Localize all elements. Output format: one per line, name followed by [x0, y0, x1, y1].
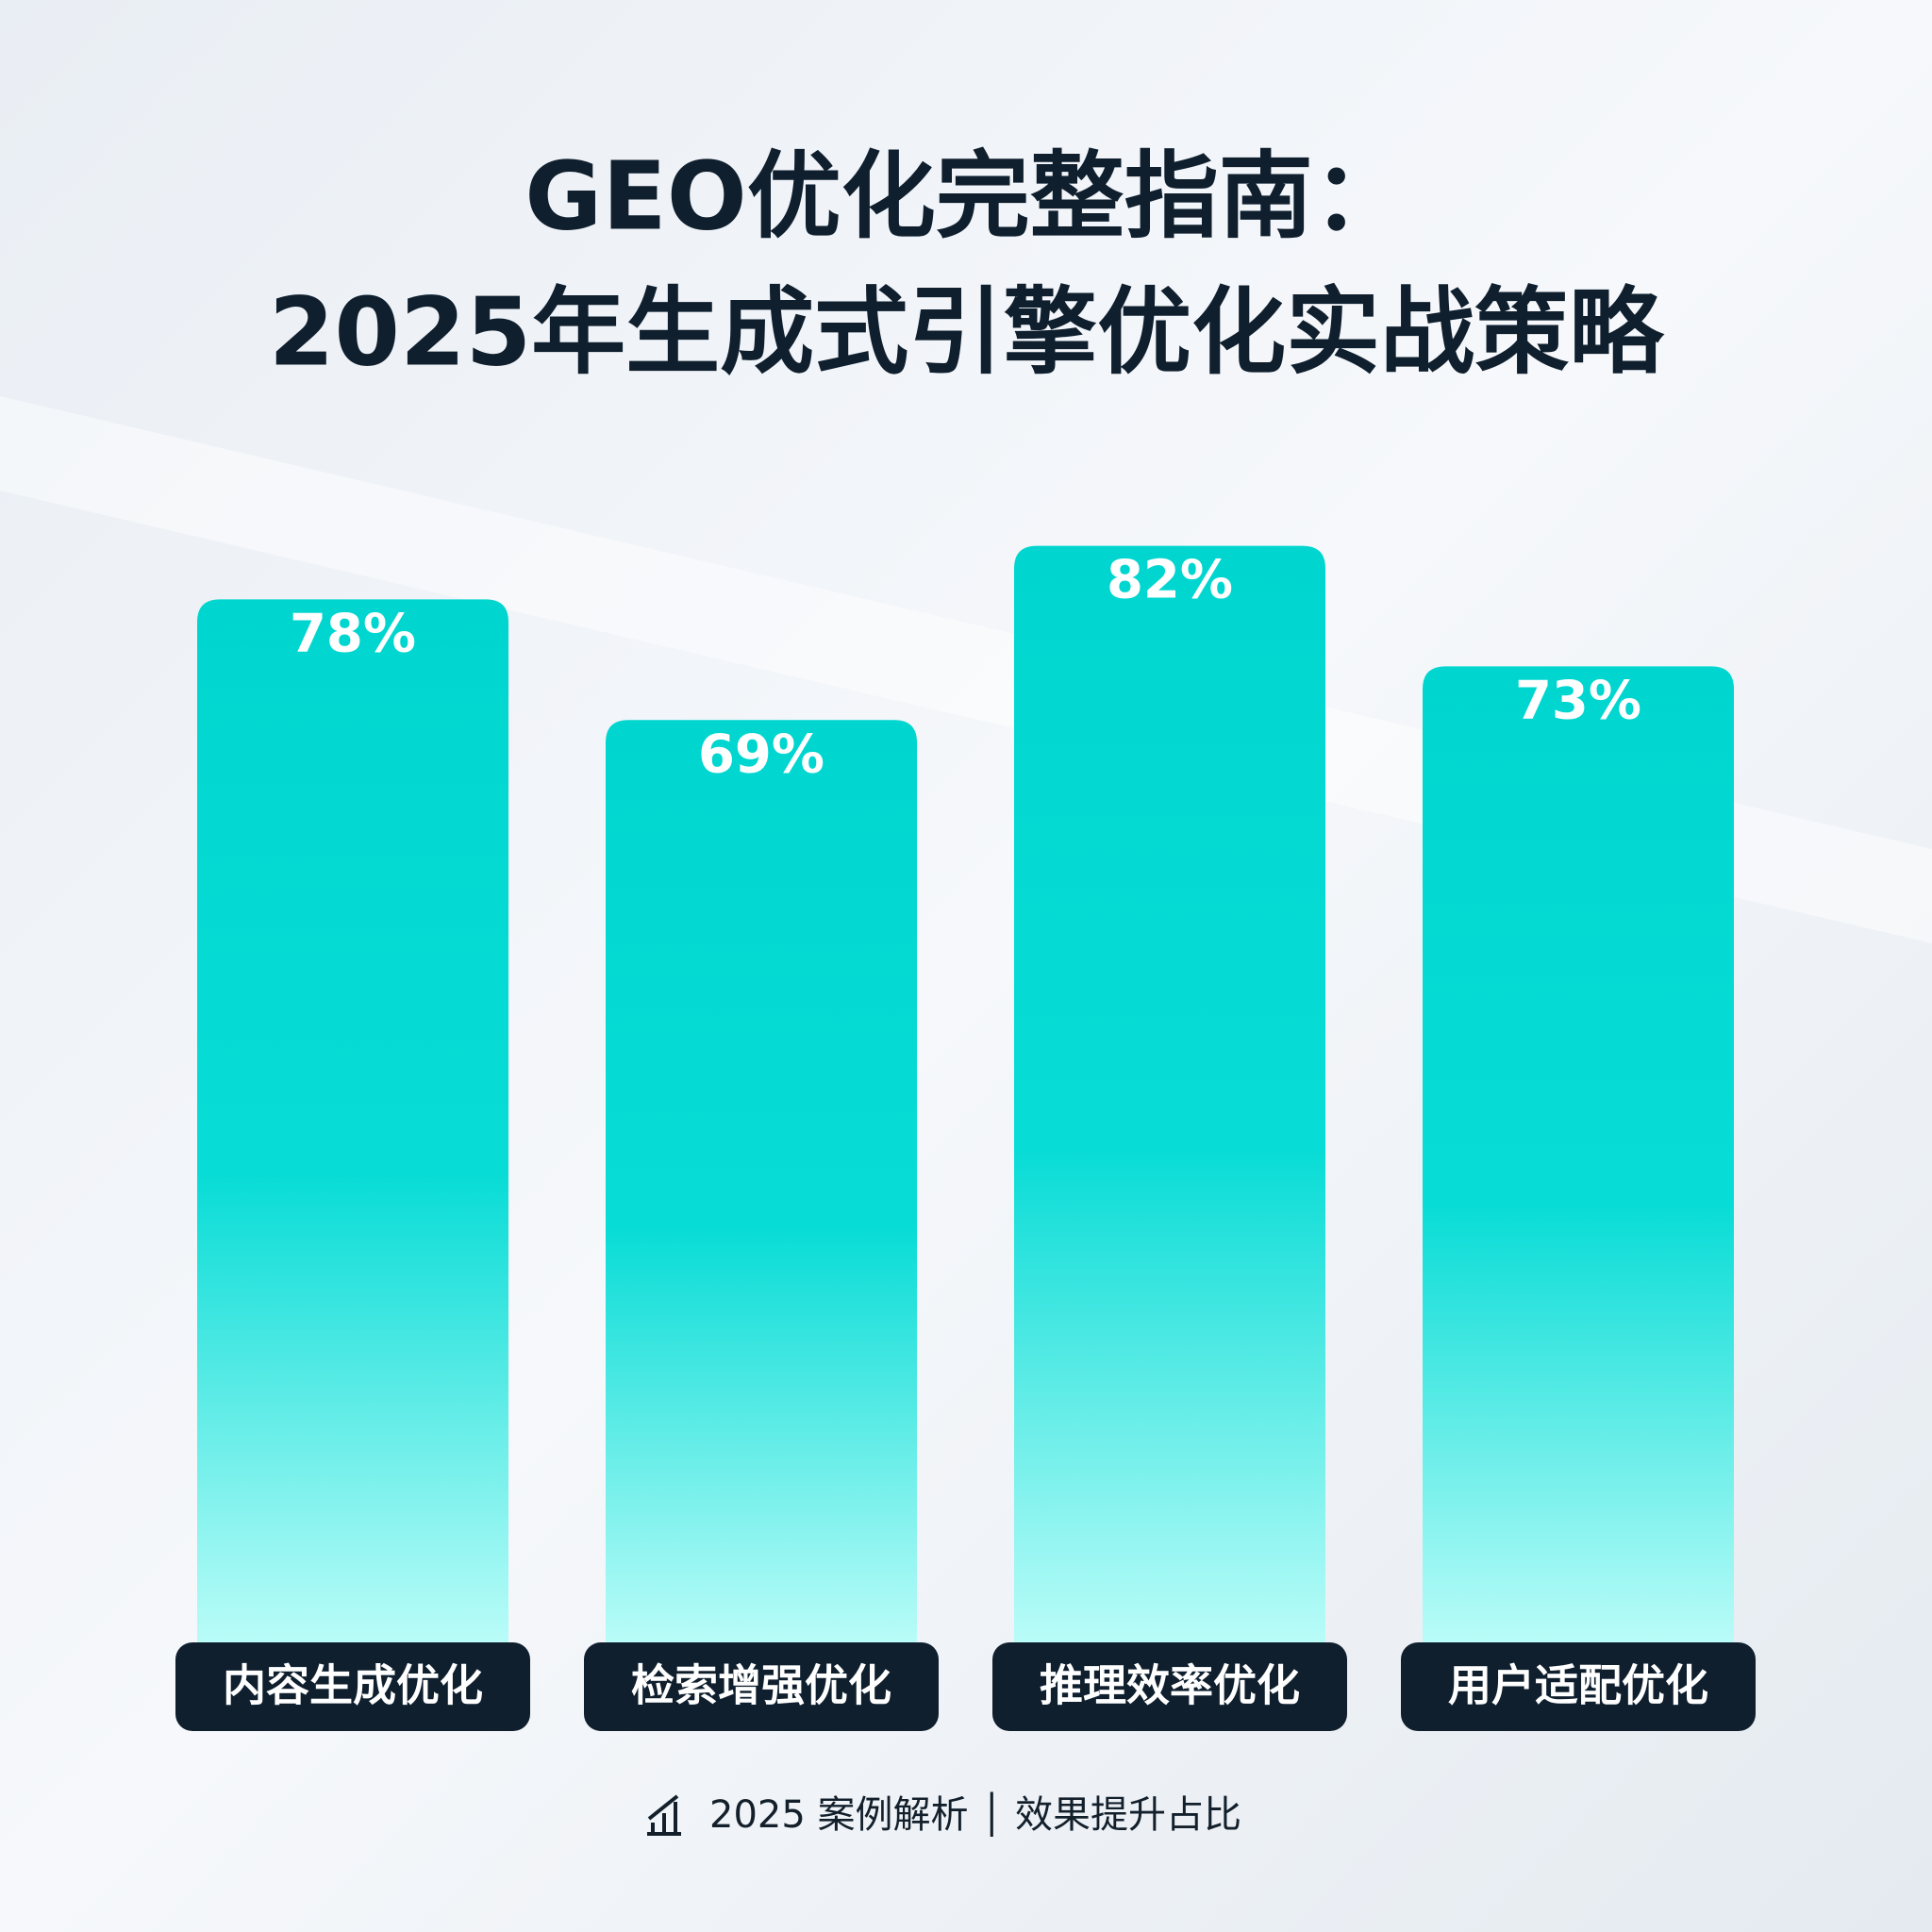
- value-label: 78%: [290, 604, 416, 665]
- category-pill: [584, 1642, 939, 1731]
- footer-icon: [647, 1794, 681, 1836]
- value-label: 69%: [698, 724, 824, 785]
- bar: [1423, 666, 1734, 1644]
- category-pill: [1401, 1642, 1756, 1731]
- x-tick-label: 内容生成优化: [223, 1660, 483, 1711]
- category-pill: [175, 1642, 530, 1731]
- bar: [197, 599, 508, 1644]
- bar: [606, 720, 917, 1644]
- chart-title: GEO优化完整指南：: [525, 141, 1407, 251]
- value-label: 73%: [1515, 671, 1641, 732]
- category-pill: [992, 1642, 1347, 1731]
- x-tick-label: 推理效率优化: [1040, 1660, 1300, 1711]
- bar: [1014, 545, 1325, 1644]
- footer: 2025 案例解析 │ 效果提升占比: [709, 1791, 1241, 1837]
- value-label: 82%: [1107, 550, 1233, 611]
- chart-subtitle: 2025年生成式引擎优化实战策略: [269, 276, 1665, 387]
- x-tick-label: 用户适配优化: [1448, 1660, 1708, 1711]
- x-tick-label: 检索增强优化: [631, 1660, 891, 1711]
